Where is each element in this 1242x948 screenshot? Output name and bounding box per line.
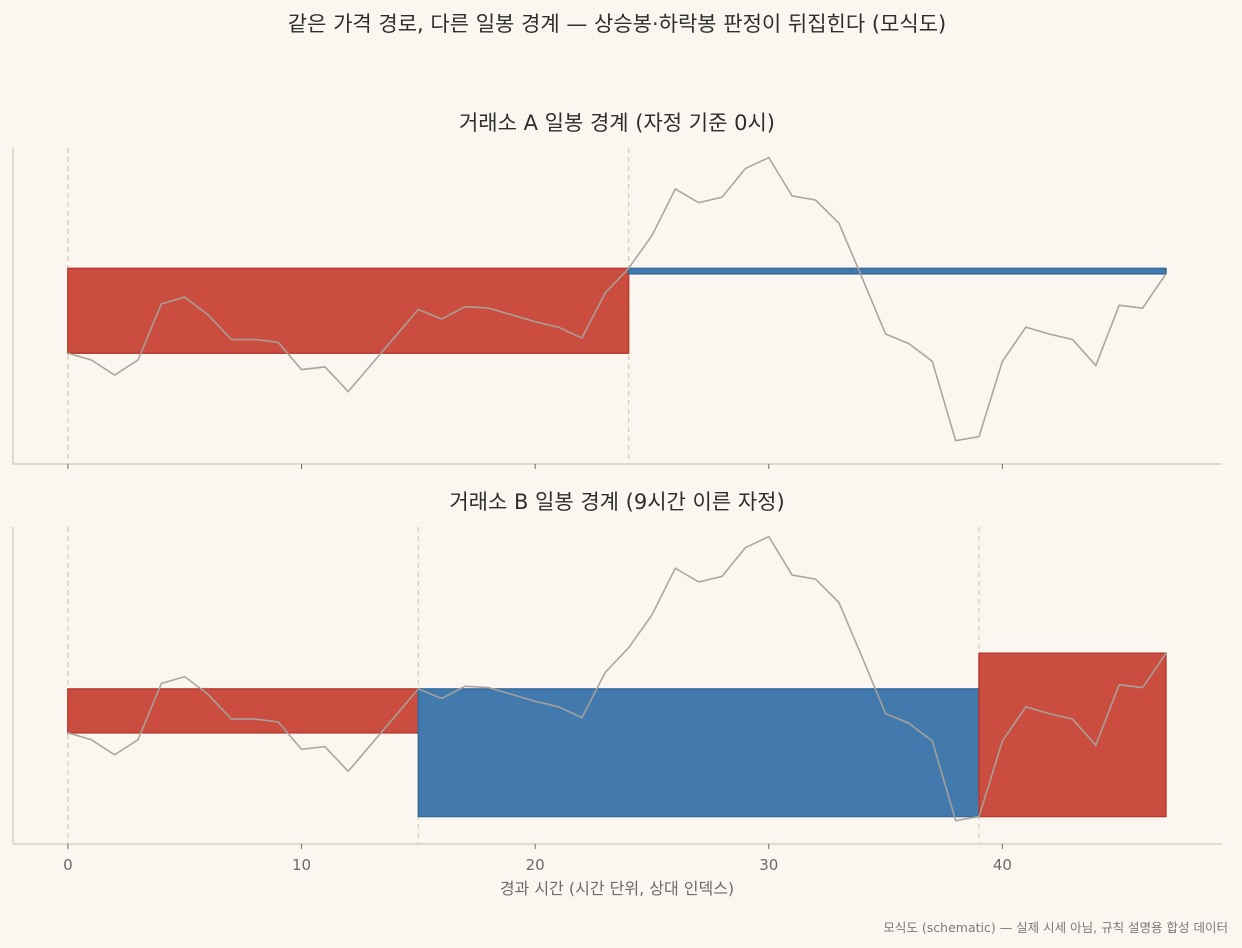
panel-b xyxy=(12,527,1222,849)
footnote: 모식도 (schematic) — 실제 시세 아님, 규칙 설명용 합성 데이… xyxy=(883,920,1228,935)
price-path-line xyxy=(67,156,1167,442)
candle-up xyxy=(978,652,1167,818)
x-tick-label: 20 xyxy=(526,856,545,874)
panel-b-title: 거래소 B 일봉 경계 (9시간 이른 자정) xyxy=(449,490,784,514)
x-tick-label: 0 xyxy=(63,856,73,874)
candle-up xyxy=(67,688,420,734)
panel-a xyxy=(12,148,1222,469)
candle-down xyxy=(417,688,980,818)
candle-up xyxy=(67,267,630,354)
x-tick-label: 10 xyxy=(292,856,311,874)
x-tick-label: 30 xyxy=(759,856,778,874)
candle-down xyxy=(627,267,1167,275)
x-axis-label: 경과 시간 (시간 단위, 상대 인덱스) xyxy=(500,879,734,898)
panel-a-title: 거래소 A 일봉 경계 (자정 기준 0시) xyxy=(459,111,775,135)
x-axis-ticks: 0 10 20 30 40 xyxy=(63,856,1012,874)
chart-title: 같은 가격 경로, 다른 일봉 경계 — 상승봉·하락봉 판정이 뒤집힌다 (모… xyxy=(288,12,946,36)
price-path-line xyxy=(67,535,1167,822)
x-tick-label: 40 xyxy=(993,856,1012,874)
